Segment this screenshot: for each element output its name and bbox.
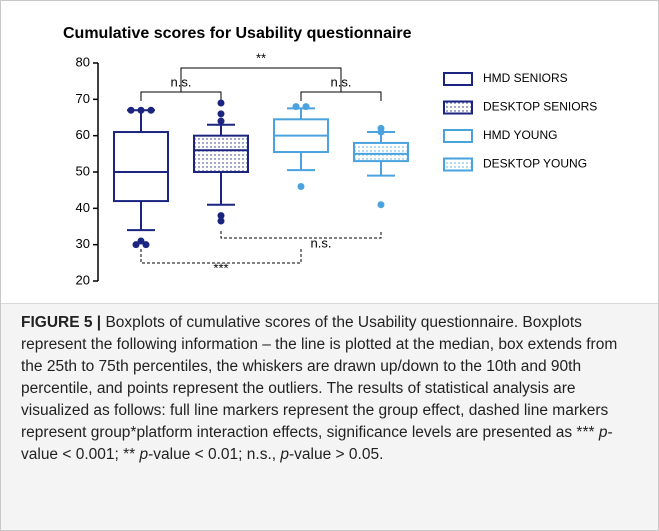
legend-label: DESKTOP YOUNG bbox=[483, 157, 587, 171]
caption: FIGURE 5 | Boxplots of cumulative scores… bbox=[21, 312, 641, 466]
y-tick-label: 80 bbox=[76, 54, 90, 69]
annotation: n.s. bbox=[331, 74, 352, 89]
outlier bbox=[127, 106, 135, 114]
caption-text: p bbox=[280, 446, 290, 463]
y-tick-label: 70 bbox=[76, 91, 90, 106]
outlier bbox=[137, 237, 145, 245]
annotation: n.s. bbox=[171, 74, 192, 89]
legend-label: HMD SENIORS bbox=[483, 71, 568, 85]
annotation: n.s. bbox=[311, 235, 332, 250]
annotation: ** bbox=[256, 50, 266, 65]
y-tick-label: 30 bbox=[76, 236, 90, 251]
caption-text: -value > 0.05. bbox=[289, 446, 384, 463]
outlier bbox=[147, 106, 155, 114]
y-tick-label: 40 bbox=[76, 200, 90, 215]
legend-swatch bbox=[443, 129, 473, 143]
outlier bbox=[292, 103, 300, 111]
outlier bbox=[217, 212, 225, 220]
outlier bbox=[137, 106, 145, 114]
outlier bbox=[302, 103, 310, 111]
caption-text: -value < 0.001; ** bbox=[21, 424, 613, 463]
chart-title: Cumulative scores for Usability question… bbox=[63, 25, 412, 42]
caption-background bbox=[1, 303, 658, 530]
outlier bbox=[217, 117, 225, 125]
outlier bbox=[377, 201, 385, 209]
brackets bbox=[140, 67, 382, 264]
caption-text: p bbox=[139, 446, 149, 463]
outlier bbox=[132, 241, 140, 249]
legend-swatch bbox=[443, 100, 473, 115]
legend-swatch bbox=[443, 157, 473, 172]
outlier bbox=[217, 217, 225, 225]
caption-label: FIGURE 5 | bbox=[21, 314, 102, 331]
y-tick-label: 20 bbox=[76, 272, 90, 287]
outlier bbox=[217, 99, 225, 107]
outlier bbox=[217, 110, 225, 118]
box bbox=[113, 131, 169, 203]
box bbox=[193, 134, 249, 174]
outlier bbox=[377, 128, 385, 136]
chart: Cumulative scores for Usability question… bbox=[63, 25, 597, 287]
y-tick-label: 50 bbox=[76, 163, 90, 178]
outlier bbox=[142, 241, 150, 249]
legend-label: HMD YOUNG bbox=[483, 128, 557, 142]
caption-text: p bbox=[598, 424, 608, 441]
caption-text: -value < 0.01; n.s., bbox=[148, 446, 281, 463]
caption-text: Boxplots of cumulative scores of the Usa… bbox=[21, 314, 618, 441]
legend-label: DESKTOP SENIORS bbox=[483, 100, 597, 114]
annotation: *** bbox=[213, 260, 228, 275]
box bbox=[353, 141, 409, 163]
outlier bbox=[297, 183, 305, 191]
y-tick-label: 60 bbox=[76, 127, 90, 142]
legend-swatch bbox=[443, 72, 473, 86]
